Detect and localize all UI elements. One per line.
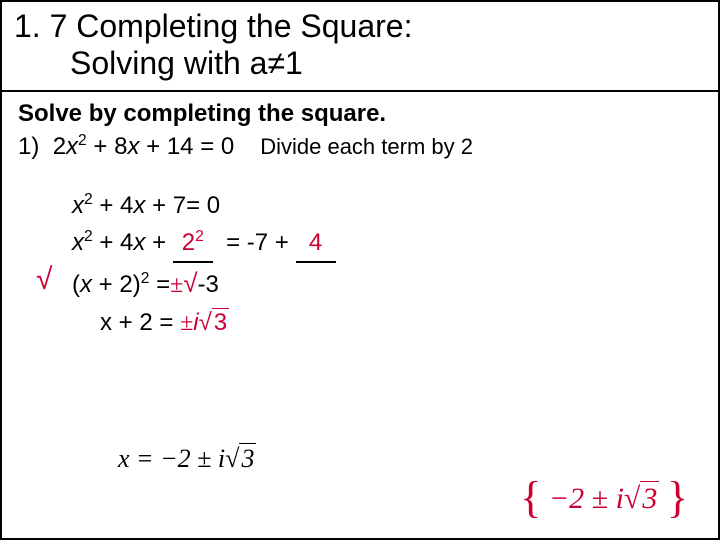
coef-a: 2 (53, 133, 66, 160)
blank2-val: 4 (309, 229, 322, 256)
blank1-base: 2 (182, 229, 195, 256)
coef-c: 14 (167, 133, 194, 160)
hint-text: Divide each term by 2 (260, 134, 473, 160)
title-line-1: 1. 7 Completing the Square: (14, 8, 706, 45)
coef-b: 8 (114, 133, 127, 160)
work-line-3: √ (x + 2)2 =±√-3 (72, 263, 702, 304)
sol-prefix: −2 ± (549, 482, 616, 515)
work-steps: x2 + 4x + 7= 0 x2 + 4x + 22 = -7 + 4 √ (… (72, 187, 702, 343)
title-line-2: Solving with a≠1 (14, 45, 706, 82)
content-area: Solve by completing the square. 1) 2x2 +… (2, 92, 718, 351)
problem-equation: 1) 2x2 + 8x + 14 = 0 (18, 132, 234, 161)
w4-rhs: ±i√3 (180, 309, 229, 336)
eq-zero: = 0 (200, 133, 234, 160)
problem-row: 1) 2x2 + 8x + 14 = 0 Divide each term by… (18, 132, 702, 161)
work-line-4: x + 2 = ±i√3 (72, 304, 702, 342)
w2-b: 4 (120, 229, 133, 256)
blank-2: 4 (296, 224, 336, 263)
w2-rhs: -7 (247, 229, 268, 256)
title-block: 1. 7 Completing the Square: Solving with… (2, 2, 718, 92)
w1-b: 4 (120, 192, 133, 219)
w4-lhs: x + 2 = (100, 309, 173, 336)
sqrt-icon-right: √ (183, 268, 197, 298)
w3-rhs: -3 (198, 271, 219, 298)
blank-1: 22 (173, 224, 213, 263)
sol-i: i (616, 482, 624, 515)
final-equation: x = −2 ± i√3 (118, 444, 256, 474)
plus-minus-1: ± (170, 272, 183, 298)
w1-eq: = 0 (186, 192, 220, 219)
problem-number: 1) (18, 133, 39, 160)
w1-c: 7 (173, 192, 186, 219)
slide-container: 1. 7 Completing the Square: Solving with… (0, 0, 720, 540)
work-line-2: x2 + 4x + 22 = -7 + 4 (72, 224, 702, 263)
blank1-exp: 2 (195, 228, 204, 245)
solution-set: { −2 ± i√3 } (520, 482, 688, 516)
work-line-1: x2 + 4x + 7= 0 (72, 187, 702, 224)
instruction-text: Solve by completing the square. (18, 100, 702, 128)
sqrt-icon-left: √ (36, 257, 52, 304)
sol-rad: 3 (640, 481, 659, 515)
w3-k: 2 (119, 271, 132, 298)
